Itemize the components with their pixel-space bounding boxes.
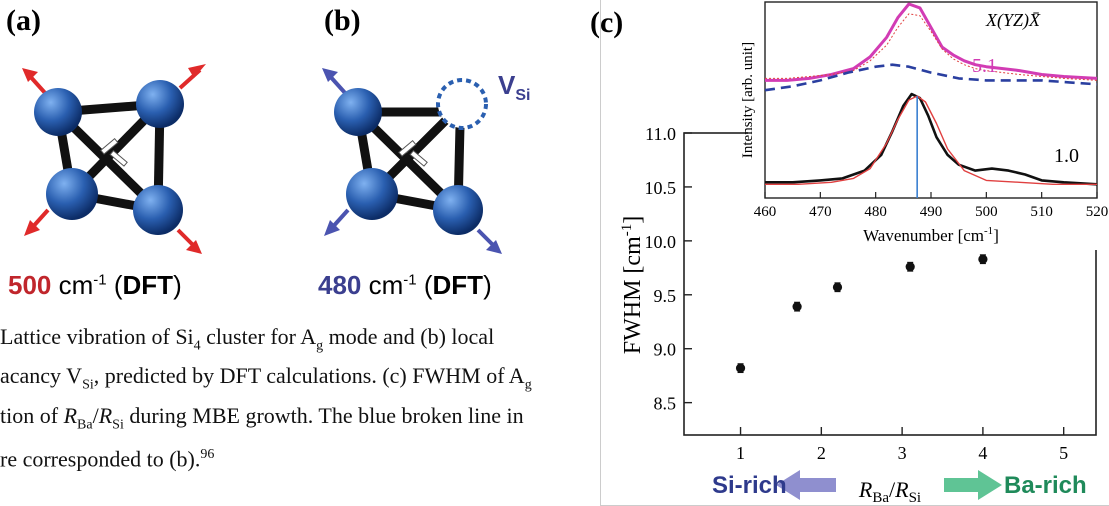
caption-sub: Ba xyxy=(77,417,93,433)
x-tick-label: 1 xyxy=(736,443,745,463)
caption-sub: g xyxy=(524,377,532,393)
vibration-arrows-b xyxy=(322,68,502,254)
frequency-method-b: DFT xyxy=(432,270,484,300)
caption-line-2: acancy VSi, predicted by DFT calculation… xyxy=(0,361,532,400)
inset-series-upper-measured xyxy=(765,2,1098,82)
caption-text: Lattice vibration of Si xyxy=(0,324,194,349)
vacancy-label: VSi xyxy=(498,70,530,105)
inset-x-tick-label: 470 xyxy=(809,204,832,220)
frequency-unit-b: cm xyxy=(361,270,404,300)
inset-series-label-lower: 1.0 xyxy=(1054,145,1079,167)
inset-xlabel-exp: -1 xyxy=(984,225,993,237)
x-tick-label: 2 xyxy=(817,443,826,463)
y-tick-label: 11.0 xyxy=(645,124,676,144)
main-ylabel-close: ] xyxy=(620,216,646,224)
frequency-method-a: DFT xyxy=(122,270,174,300)
inset-x-tick-label: 480 xyxy=(864,204,887,220)
caption-sub: g xyxy=(316,338,324,354)
x-tick-label: 4 xyxy=(978,443,987,463)
caption-text: cluster for A xyxy=(200,324,317,349)
panel-label-c: (c) xyxy=(590,6,624,39)
si-rich-label: Si-rich xyxy=(712,472,787,499)
vacancy-circle xyxy=(436,78,488,130)
main-ylabel: FWHM [cm-1] xyxy=(619,216,646,354)
caption-text: during MBE growth. The blue broken line … xyxy=(123,402,524,428)
frequency-open-b: ( xyxy=(416,270,433,300)
frequency-label-b: 480 cm-1 (DFT) xyxy=(318,270,492,301)
caption-line-4: re corresponded to (b).96 xyxy=(0,440,532,474)
inset-xlabel: Wavenumber [cm-1] xyxy=(863,225,999,245)
frequency-open-a: ( xyxy=(106,270,123,300)
caption-sub: Si xyxy=(112,417,124,433)
data-point xyxy=(832,282,843,292)
si4-cluster-b xyxy=(322,68,502,254)
si4-cluster-a xyxy=(22,64,206,254)
inset-background xyxy=(748,0,1104,250)
inset-series-vacancy-dashed xyxy=(764,63,1098,92)
data-point xyxy=(792,302,802,312)
inset-geometry-label: X(YZ)X̄ xyxy=(985,10,1041,31)
caption-line-1: Lattice vibration of Si4 cluster for Ag … xyxy=(0,322,532,361)
vibration-arrows-a xyxy=(22,64,206,254)
y-tick-label: 8.5 xyxy=(654,394,677,414)
frequency-close-a: ) xyxy=(173,270,182,300)
inset-x-tick-label: 500 xyxy=(975,204,998,220)
frequency-close-b: ) xyxy=(483,270,492,300)
caption-text: re corresponded to (b). xyxy=(0,446,201,472)
y-tick-label: 9.5 xyxy=(654,286,677,306)
y-tick-label: 10.5 xyxy=(645,178,677,198)
data-point xyxy=(905,262,915,272)
y-tick-label: 9.0 xyxy=(654,340,677,360)
caption-text: mode and (b) local xyxy=(323,324,495,349)
data-point xyxy=(735,363,746,373)
ba-rich-label: Ba-rich xyxy=(1004,472,1087,499)
x-tick-label: 3 xyxy=(898,443,907,463)
panel-label-a: (a) xyxy=(6,4,41,37)
vacancy-label-main: V xyxy=(498,70,516,100)
main-ylabel-main: FWHM [cm xyxy=(620,236,646,354)
caption-text: / xyxy=(92,402,99,428)
inset-x-tick-label: 490 xyxy=(920,204,943,220)
caption-text: tion of xyxy=(0,402,64,428)
caption-text: acancy V xyxy=(0,363,83,389)
caption-sub: 4 xyxy=(193,338,201,354)
data-point xyxy=(978,254,988,264)
caption-sup: 96 xyxy=(200,447,215,463)
fwhm-chart: 1 2 3 4 58.59.09.510.010.511.0 FWHM [cm-1] R… xyxy=(619,0,1109,506)
arrow-right-icon xyxy=(944,470,1002,500)
y-tick-label: 10.0 xyxy=(645,232,677,252)
inset-series-label-upper: 5.1 xyxy=(972,55,997,77)
inset-x-tick-label: 520 xyxy=(1086,204,1109,220)
caption-line-3: tion of RBa/RSi during MBE growth. The b… xyxy=(0,401,532,440)
vacancy-label-sub: Si xyxy=(515,87,531,105)
inset-x-tick-label: 510 xyxy=(1030,204,1053,220)
figure-caption: Lattice vibration of Si4 cluster for Ag … xyxy=(0,322,532,475)
frequency-unit-a: cm xyxy=(51,270,94,300)
frequency-value-a: 500 xyxy=(8,270,52,300)
caption-text: , predicted by DFT calculations. (c) FWH… xyxy=(93,363,525,389)
main-xlabel: RBa/RSi xyxy=(858,477,921,506)
frequency-value-b: 480 xyxy=(318,270,362,300)
inset-ylabel: Intensity [arb. unit] xyxy=(740,42,756,158)
inset-x-tick-label: 460 xyxy=(754,204,777,220)
frequency-exp-a: -1 xyxy=(93,271,107,289)
frequency-label-a: 500 cm-1 (DFT) xyxy=(8,270,182,301)
arrow-left-icon xyxy=(776,470,836,500)
left-panel: (a) (b) xyxy=(0,4,532,475)
frequency-exp-b: -1 xyxy=(403,271,417,289)
caption-italic: R xyxy=(98,402,113,428)
x-tick-label: 5 xyxy=(1059,443,1068,463)
inset-xlabel-main: Wavenumber [cm xyxy=(863,226,984,245)
caption-italic: R xyxy=(63,402,78,428)
caption-sub: Si xyxy=(82,377,94,393)
main-ylabel-exp: -1 xyxy=(619,224,635,237)
inset-xlabel-close: ] xyxy=(993,226,999,245)
inset-series-lower-measured xyxy=(765,92,1098,186)
panel-label-b: (b) xyxy=(324,4,361,37)
